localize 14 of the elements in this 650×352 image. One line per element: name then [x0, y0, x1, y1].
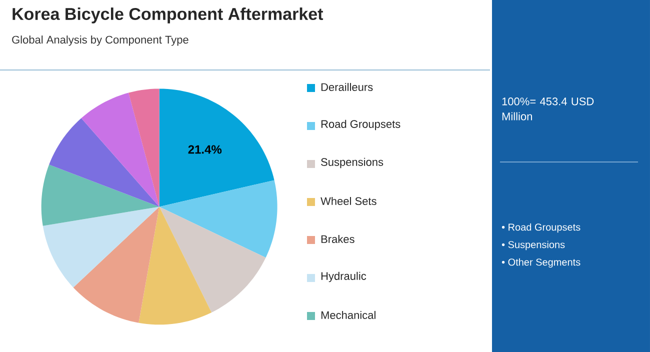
- text: 100%= 453.4 USD Million: [502, 98, 594, 120]
- legend-label: Wheel Sets: [320, 196, 376, 206]
- legend-label: Brakes: [321, 234, 354, 244]
- legend-label: Derailleurs: [321, 82, 373, 92]
- text: • Road Groupsets: [502, 223, 580, 233]
- legend-label: Suspensions: [321, 158, 384, 168]
- chart-subtitle: Global Analysis by Component Type: [12, 36, 188, 46]
- data-label: 21.4%: [188, 145, 222, 154]
- legend-label: Road Groupsets: [321, 120, 400, 130]
- legend-label: Mechanical: [321, 310, 376, 320]
- text: • Other Segments: [502, 258, 580, 268]
- legend-label: Hydraulic: [321, 272, 366, 282]
- chart-title: Korea Bicycle Component Aftermarket: [12, 8, 324, 24]
- text: • Suspensions: [502, 240, 565, 250]
